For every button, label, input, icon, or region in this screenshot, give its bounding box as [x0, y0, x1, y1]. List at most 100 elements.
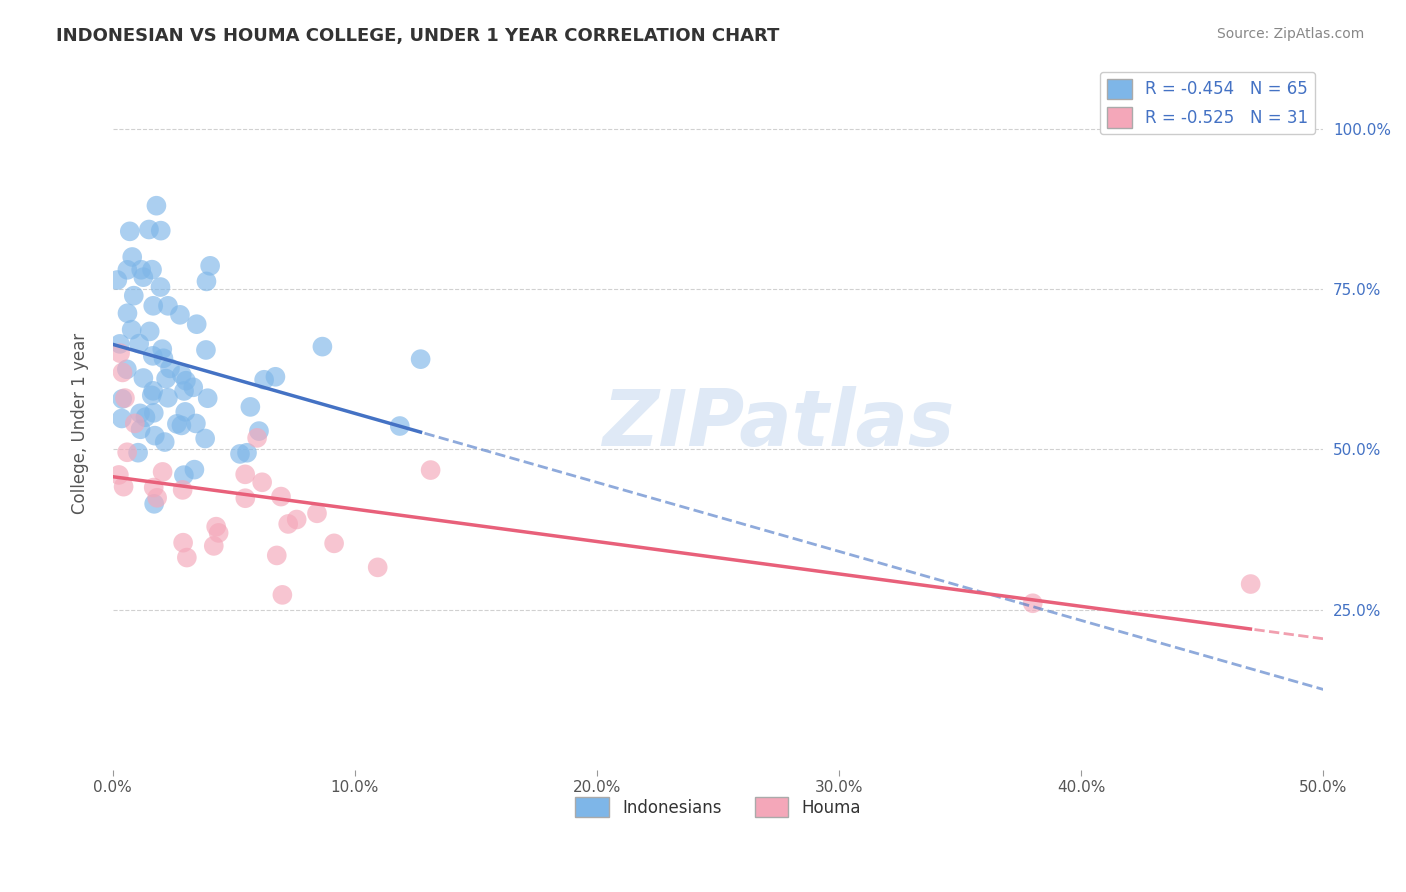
Point [150, 342, 173, 356]
Point [239, 400, 262, 414]
Point [142, 406, 165, 420]
Point [146, 491, 169, 505]
Point [108, 346, 131, 360]
Point [174, 374, 197, 388]
Point [127, 446, 149, 460]
Point [195, 274, 218, 288]
Point [142, 349, 165, 363]
Point [197, 391, 219, 405]
Legend: Indonesians, Houma: Indonesians, Houma [568, 790, 868, 824]
Point [419, 463, 441, 477]
Point [169, 308, 191, 322]
Point [115, 362, 138, 376]
Point [170, 418, 193, 433]
Point [108, 337, 131, 351]
Point [250, 475, 273, 490]
Point [233, 491, 256, 506]
Point [105, 273, 128, 287]
Point [253, 373, 276, 387]
Point [108, 467, 131, 482]
Point [186, 317, 208, 331]
Point [149, 224, 172, 238]
Point [194, 343, 217, 357]
Point [149, 280, 172, 294]
Point [141, 262, 163, 277]
Point [173, 384, 195, 398]
Point [170, 368, 193, 382]
Point [121, 323, 143, 337]
Point [143, 428, 166, 442]
Point [323, 536, 346, 550]
Point [142, 384, 165, 398]
Point [271, 588, 294, 602]
Point [121, 250, 143, 264]
Point [205, 519, 228, 533]
Point [198, 259, 221, 273]
Point [181, 380, 204, 394]
Point [247, 424, 270, 438]
Point [270, 490, 292, 504]
Point [129, 422, 152, 436]
Point [183, 463, 205, 477]
Point [114, 391, 136, 405]
Point [128, 336, 150, 351]
Text: ZIPatlas: ZIPatlas [602, 385, 955, 462]
Point [367, 560, 389, 574]
Point [246, 431, 269, 445]
Point [117, 262, 139, 277]
Point [155, 371, 177, 385]
Point [156, 299, 179, 313]
Point [264, 369, 287, 384]
Point [159, 361, 181, 376]
Y-axis label: College, Under 1 year: College, Under 1 year [72, 333, 89, 515]
Point [115, 445, 138, 459]
Point [124, 417, 146, 431]
Point [142, 299, 165, 313]
Point [184, 417, 207, 431]
Point [138, 222, 160, 236]
Point [122, 288, 145, 302]
Point [311, 340, 333, 354]
Point [202, 539, 225, 553]
Point [134, 410, 156, 425]
Point [233, 467, 256, 482]
Point [174, 405, 197, 419]
Point [112, 480, 135, 494]
Point [111, 366, 134, 380]
Point [143, 497, 166, 511]
Point [138, 325, 160, 339]
Text: INDONESIAN VS HOUMA COLLEGE, UNDER 1 YEAR CORRELATION CHART: INDONESIAN VS HOUMA COLLEGE, UNDER 1 YEA… [56, 27, 779, 45]
Point [1022, 596, 1045, 610]
Point [172, 483, 194, 497]
Point [229, 447, 252, 461]
Point [285, 512, 308, 526]
Point [142, 481, 165, 495]
Point [1240, 577, 1263, 591]
Point [173, 468, 195, 483]
Point [111, 392, 134, 406]
Point [236, 446, 259, 460]
Point [172, 535, 194, 549]
Point [132, 371, 155, 385]
Point [409, 352, 432, 367]
Point [388, 419, 411, 434]
Point [111, 411, 134, 425]
Point [129, 262, 152, 277]
Point [152, 351, 174, 366]
Text: Source: ZipAtlas.com: Source: ZipAtlas.com [1216, 27, 1364, 41]
Point [266, 549, 288, 563]
Point [118, 224, 141, 238]
Point [141, 388, 163, 402]
Point [156, 391, 179, 405]
Point [194, 432, 217, 446]
Point [277, 516, 299, 531]
Point [207, 525, 229, 540]
Point [176, 550, 198, 565]
Point [152, 465, 174, 479]
Point [145, 199, 167, 213]
Point [153, 435, 176, 450]
Point [305, 506, 328, 520]
Point [132, 270, 155, 285]
Point [166, 417, 188, 431]
Point [117, 306, 139, 320]
